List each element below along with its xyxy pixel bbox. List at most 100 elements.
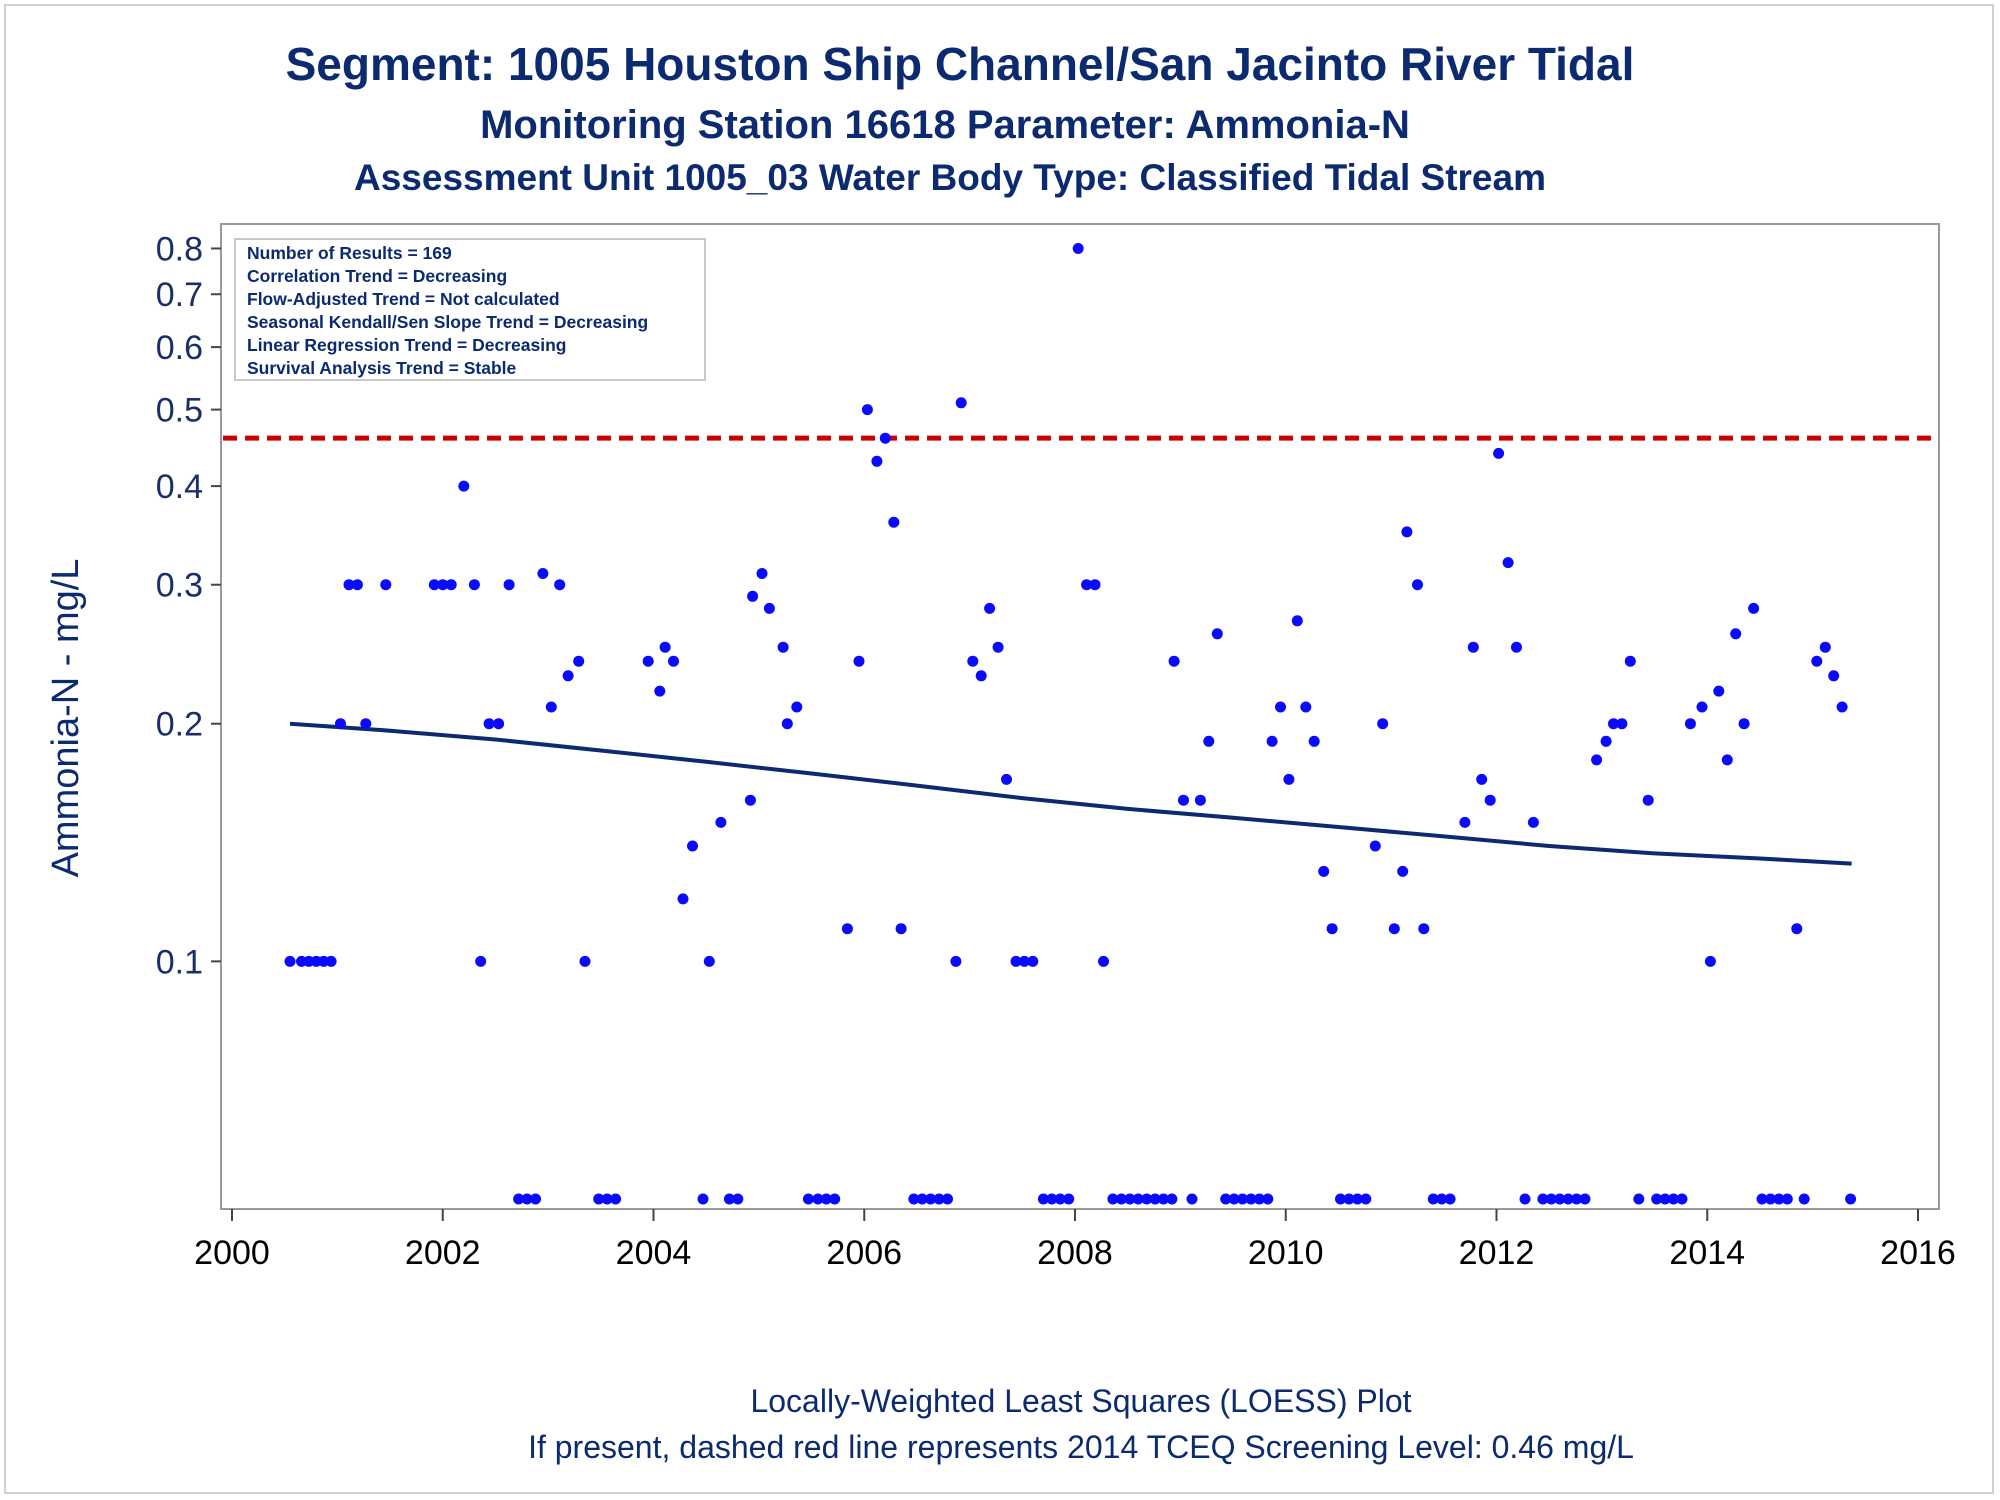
data-point — [1308, 735, 1320, 747]
data-point — [1696, 701, 1708, 713]
stats-correlation-trend: Correlation Trend = Decreasing — [247, 266, 507, 286]
data-point — [1149, 1193, 1161, 1205]
data-point — [468, 579, 480, 591]
footer-method: Locally-Weighted Least Squares (LOESS) P… — [750, 1383, 1411, 1419]
data-point — [1545, 1193, 1557, 1205]
stats-number-of-results: Number of Results = 169 — [247, 243, 452, 263]
data-point — [1194, 794, 1206, 806]
data-point — [1089, 579, 1101, 591]
data-point — [1228, 1193, 1240, 1205]
data-points — [284, 243, 1857, 1205]
data-point — [925, 1193, 937, 1205]
data-point — [756, 568, 768, 579]
data-point — [781, 718, 793, 730]
data-point — [654, 685, 666, 697]
data-point — [1624, 655, 1636, 667]
data-point — [1616, 718, 1628, 730]
data-point — [1115, 1193, 1127, 1205]
data-point — [1418, 923, 1430, 935]
data-point — [1633, 1193, 1645, 1205]
data-point — [1676, 1193, 1688, 1205]
data-point — [1730, 628, 1742, 640]
data-point — [562, 670, 574, 682]
data-point — [1773, 1193, 1785, 1205]
data-point — [1791, 923, 1803, 935]
data-point — [1819, 641, 1831, 653]
y-tick-label: 0.3 — [156, 567, 203, 605]
data-point — [601, 1193, 613, 1205]
x-tick-label: 2010 — [1248, 1234, 1324, 1272]
x-tick-label: 2006 — [826, 1234, 902, 1272]
data-point — [975, 670, 987, 682]
x-tick-label: 2002 — [405, 1234, 481, 1272]
x-tick-label: 2008 — [1037, 1234, 1113, 1272]
data-point — [1132, 1193, 1144, 1205]
data-point — [763, 602, 775, 614]
data-point — [1291, 615, 1303, 627]
data-point — [1211, 628, 1223, 640]
data-point — [1765, 1193, 1776, 1205]
data-point — [895, 923, 907, 935]
y-tick-label: 0.7 — [156, 276, 203, 314]
data-point — [933, 1193, 945, 1205]
y-tick-label: 0.6 — [156, 329, 203, 367]
data-point — [1527, 816, 1539, 828]
data-point — [668, 655, 679, 667]
data-point — [820, 1193, 832, 1205]
data-point — [1046, 1193, 1058, 1205]
data-point — [984, 602, 996, 614]
data-point — [1502, 557, 1514, 569]
y-tick-label: 0.5 — [156, 392, 203, 430]
data-point — [360, 718, 372, 730]
data-point — [521, 1193, 533, 1205]
y-axis: 0.1 0.2 0.3 0.4 0.5 0.6 0.7 0.8 — [156, 230, 221, 981]
data-point — [475, 955, 487, 967]
y-tick-label: 0.4 — [156, 468, 203, 506]
data-point — [1388, 923, 1400, 935]
data-point — [853, 655, 865, 667]
stats-box: Number of Results = 169 Correlation Tren… — [234, 238, 706, 381]
data-point — [1642, 794, 1654, 806]
x-axis: 2000 2002 2004 2006 2008 2010 2012 2014 2016 — [194, 1209, 1956, 1272]
data-point — [1798, 1193, 1810, 1205]
x-tick-label: 2004 — [616, 1234, 692, 1272]
x-tick-label: 2014 — [1669, 1234, 1745, 1272]
data-point — [1493, 447, 1505, 459]
loess-trend-line — [289, 721, 1852, 866]
data-point — [325, 955, 337, 967]
data-point — [916, 1193, 928, 1205]
data-point — [579, 955, 591, 967]
data-point — [1027, 955, 1039, 967]
data-point — [1037, 1193, 1049, 1205]
data-point — [732, 1193, 744, 1205]
data-point — [812, 1193, 824, 1205]
data-point — [744, 794, 756, 806]
data-point — [1427, 1193, 1439, 1205]
data-point — [1554, 1193, 1566, 1205]
data-point — [1412, 579, 1423, 591]
data-point — [1054, 1193, 1066, 1205]
data-point — [1721, 754, 1733, 766]
plot-area — [220, 223, 1940, 1210]
data-point — [1748, 602, 1760, 614]
data-point — [1756, 1193, 1768, 1205]
footer-screening-note: If present, dashed red line represents 2… — [528, 1429, 1634, 1465]
data-point — [1467, 641, 1479, 653]
data-point — [1519, 1193, 1531, 1205]
data-point — [1253, 1193, 1265, 1205]
x-tick-label: 2016 — [1880, 1234, 1956, 1272]
data-point — [829, 1193, 841, 1205]
data-point — [1166, 1193, 1178, 1205]
data-point — [1668, 1193, 1679, 1205]
data-point — [428, 579, 440, 591]
data-point — [1245, 1193, 1257, 1205]
data-point — [1684, 718, 1696, 730]
data-point — [1063, 1193, 1075, 1205]
data-point — [284, 955, 296, 967]
data-point — [1781, 1193, 1793, 1205]
data-point — [1369, 840, 1381, 852]
data-point — [1436, 1193, 1448, 1205]
data-point — [642, 655, 654, 667]
data-point — [1124, 1193, 1136, 1205]
